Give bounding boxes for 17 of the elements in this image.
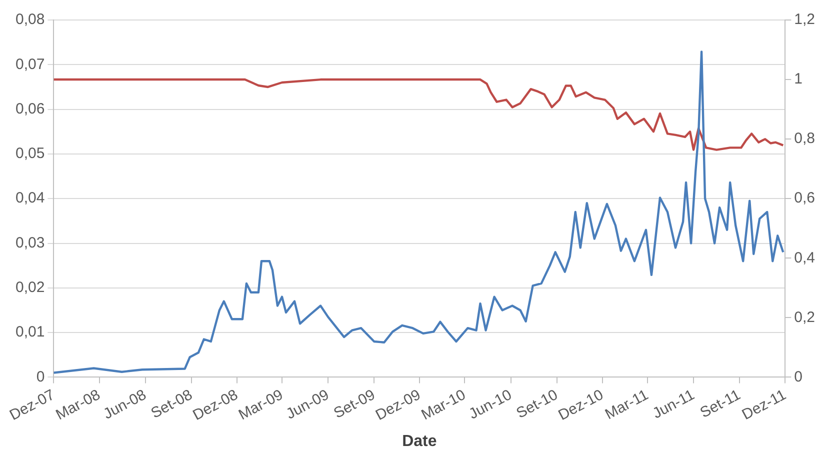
y-tick-label: 0,02 xyxy=(15,279,45,296)
y-tick-label: 0,06 xyxy=(15,100,45,118)
y2-tick-label: 1,2 xyxy=(794,11,816,28)
x-axis-title: Date xyxy=(402,432,437,450)
y2-tick-label: 0,6 xyxy=(794,190,816,207)
y2-tick-label: 0,4 xyxy=(794,249,816,266)
y-tick-label: 0,03 xyxy=(15,234,45,252)
y-tick-label: 0 xyxy=(36,368,45,386)
y-tick-label: 0,01 xyxy=(15,324,45,341)
y2-tick-label: 1 xyxy=(794,70,802,88)
y-tick-label: 0,07 xyxy=(15,56,45,73)
y2-tick-label: 0,2 xyxy=(794,308,816,326)
y2-tick-label: 0 xyxy=(794,368,802,386)
y-tick-label: 0,04 xyxy=(15,190,45,207)
y2-tick-label: 0,8 xyxy=(794,130,816,148)
y-tick-label: 0,08 xyxy=(15,11,45,28)
y-tick-label: 0,05 xyxy=(15,145,45,162)
